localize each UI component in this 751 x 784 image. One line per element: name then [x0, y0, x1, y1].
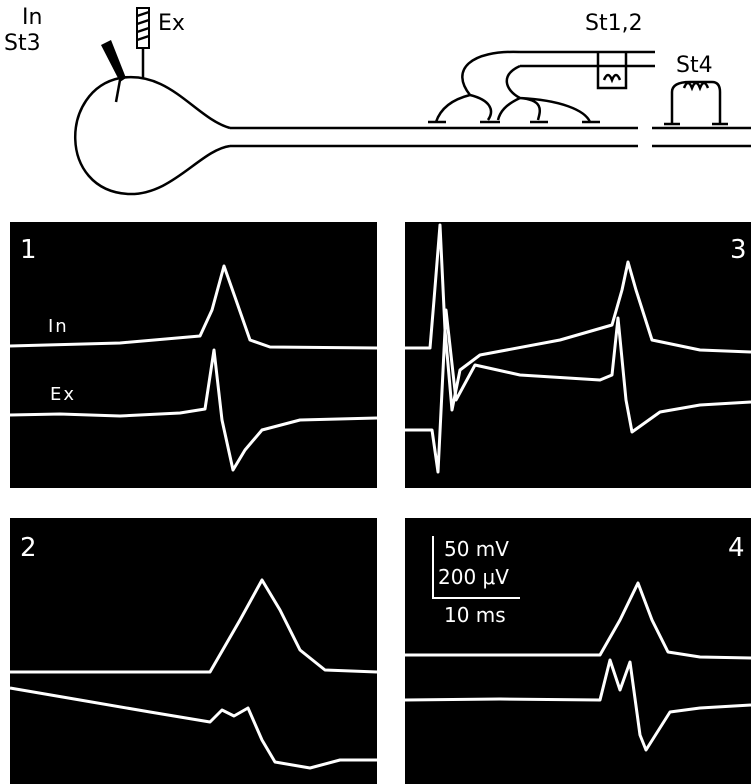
scale-label: 10 ms: [444, 603, 506, 627]
label: St3: [4, 31, 41, 56]
label: St1,2: [585, 11, 643, 36]
panel-number: 2: [20, 533, 37, 563]
panel-number: 3: [730, 235, 747, 265]
st4-loop: [664, 82, 728, 124]
coil: [684, 83, 708, 88]
panel-number: 4: [728, 533, 745, 563]
panel: [405, 222, 751, 488]
label: In: [22, 5, 42, 30]
intracellular-electrode: [101, 40, 126, 82]
scale-label: 200 μV: [438, 565, 509, 589]
panel: [10, 222, 377, 488]
electrode-tip: [116, 80, 120, 102]
label: St4: [676, 53, 713, 78]
trace-label: Ex: [50, 384, 76, 405]
label: Ex: [158, 11, 185, 36]
figure: In St3 Ex St1,2 St4 1 In Ex 3 2 4 50 mV …: [0, 0, 751, 784]
soma-outline: [75, 77, 230, 194]
neuron-diagram: In St3 Ex St1,2 St4: [4, 5, 751, 194]
panel-number: 1: [20, 235, 37, 265]
scale-label: 50 mV: [444, 537, 509, 561]
panel: [10, 518, 377, 784]
coil: [604, 75, 620, 80]
trace-label: In: [48, 316, 69, 337]
page: {"diagram": {"labels": {"in": "In", "st3…: [0, 0, 751, 784]
